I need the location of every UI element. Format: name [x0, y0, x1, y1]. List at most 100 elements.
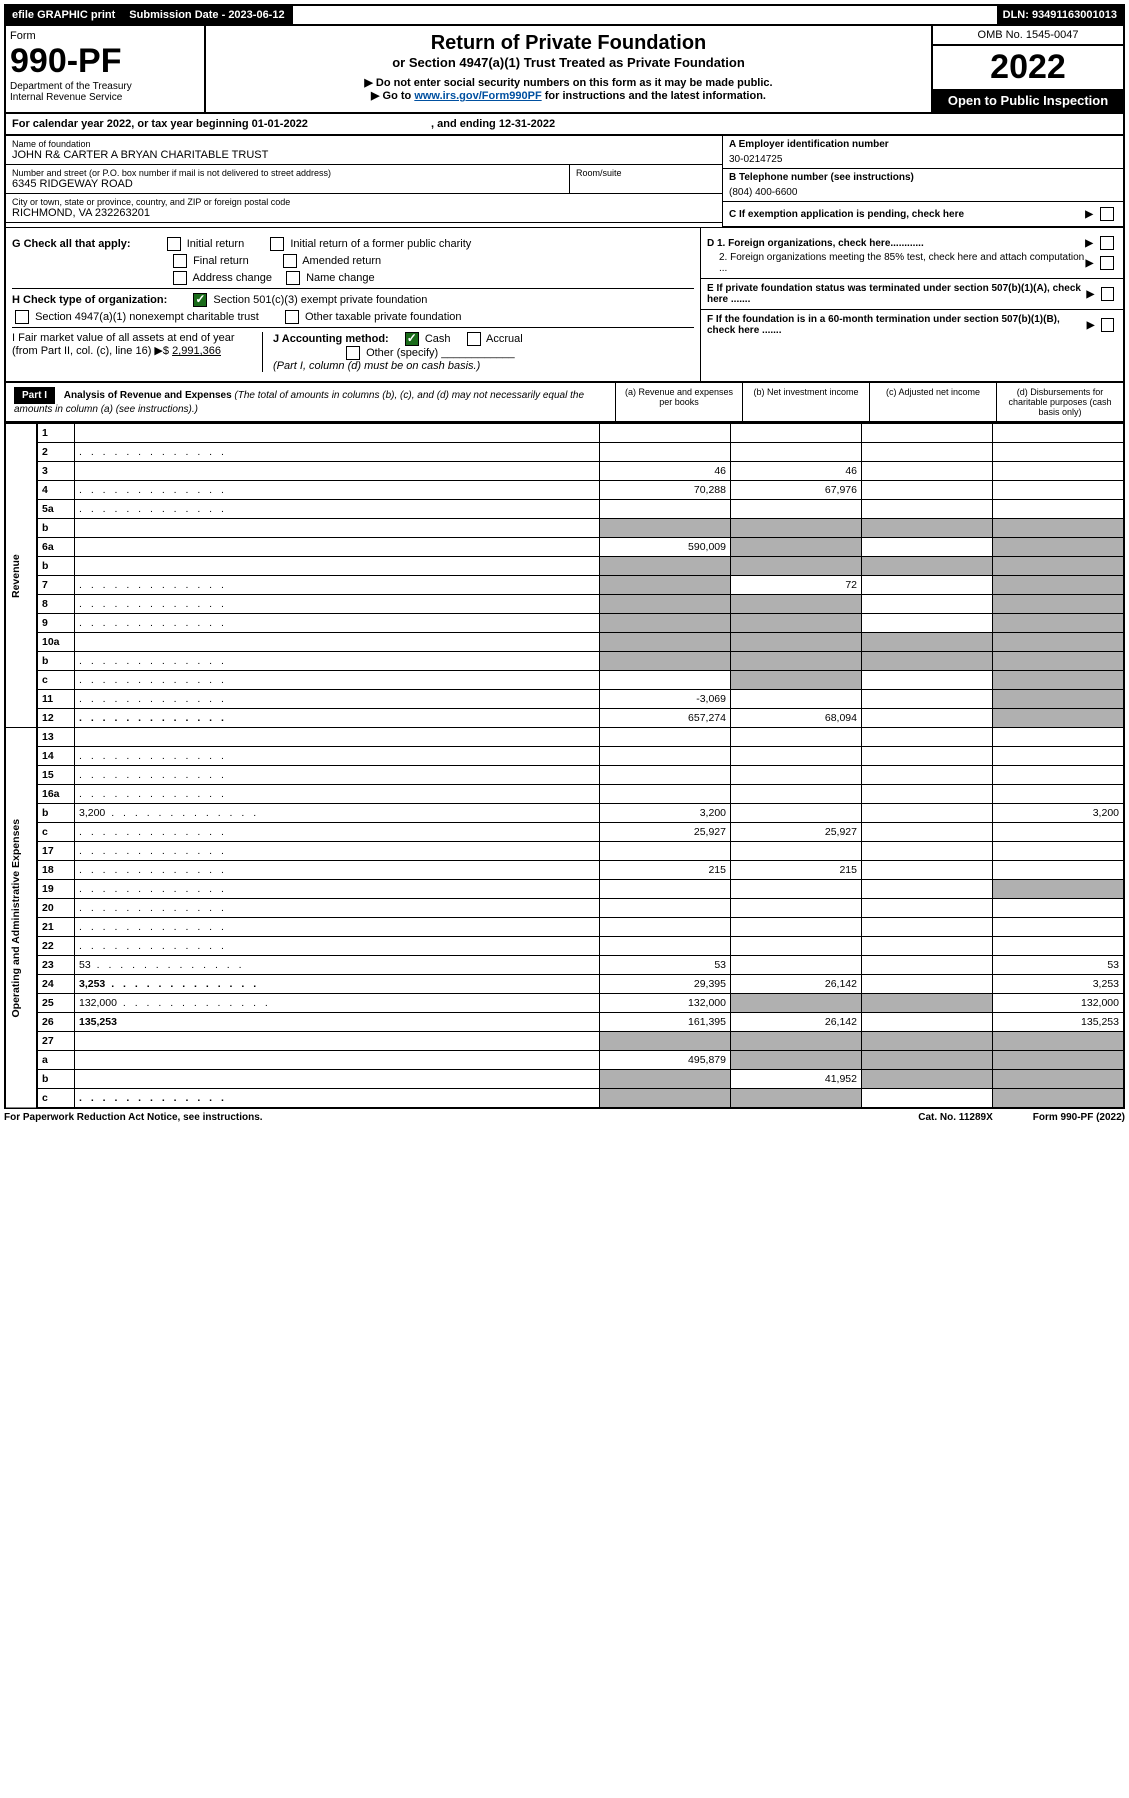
- g-address[interactable]: [173, 271, 187, 285]
- form-subtitle: or Section 4947(a)(1) Trust Treated as P…: [212, 55, 925, 70]
- amount-cell-d: [993, 1032, 1125, 1051]
- amount-cell-c: [862, 937, 993, 956]
- amount-cell-b: 67,976: [731, 481, 862, 500]
- amount-cell-a: [600, 747, 731, 766]
- amount-cell-b: [731, 1051, 862, 1070]
- amount-cell-a: [600, 1032, 731, 1051]
- j-other[interactable]: [346, 346, 360, 360]
- amount-cell-b: [731, 633, 862, 652]
- amount-cell-a: [600, 633, 731, 652]
- c-checkbox[interactable]: [1100, 207, 1114, 221]
- table-row: 2: [5, 443, 1124, 462]
- amount-cell-a: [600, 671, 731, 690]
- amount-cell-b: [731, 747, 862, 766]
- amount-cell-a: 25,927: [600, 823, 731, 842]
- amount-cell-b: [731, 918, 862, 937]
- dept-treasury: Department of the Treasury: [10, 81, 200, 92]
- g-opt-5: Name change: [306, 272, 375, 284]
- line-description: [75, 462, 600, 481]
- amount-cell-a: [600, 424, 731, 443]
- amount-cell-a: 495,879: [600, 1051, 731, 1070]
- line-description: 132,000: [75, 994, 600, 1013]
- amount-cell-d: [993, 1070, 1125, 1089]
- amount-cell-a: [600, 766, 731, 785]
- amount-cell-d: [993, 443, 1125, 462]
- instr2-pre: ▶ Go to: [371, 90, 414, 102]
- col-c-head: (c) Adjusted net income: [869, 383, 996, 421]
- h-501c3[interactable]: [193, 293, 207, 307]
- line-number: 21: [37, 918, 75, 937]
- g-initial[interactable]: [167, 237, 181, 251]
- amount-cell-b: 72: [731, 576, 862, 595]
- ein-value: 30-0214725: [729, 154, 1117, 165]
- h-opt-2: Section 4947(a)(1) nonexempt charitable …: [35, 311, 259, 323]
- d2-checkbox[interactable]: [1100, 256, 1114, 270]
- amount-cell-b: [731, 842, 862, 861]
- amount-cell-b: [731, 956, 862, 975]
- form-link[interactable]: www.irs.gov/Form990PF: [414, 90, 541, 102]
- j-cash[interactable]: [405, 332, 419, 346]
- entity-info: Name of foundation JOHN R& CARTER A BRYA…: [4, 136, 1125, 227]
- amount-cell-c: [862, 500, 993, 519]
- line-number: 25: [37, 994, 75, 1013]
- h-4947[interactable]: [15, 310, 29, 324]
- amount-cell-b: 68,094: [731, 709, 862, 728]
- amount-cell-c: [862, 1013, 993, 1032]
- line-description: [75, 538, 600, 557]
- line-description: [75, 595, 600, 614]
- irs-label: Internal Revenue Service: [10, 92, 200, 103]
- table-row: 17: [5, 842, 1124, 861]
- amount-cell-d: [993, 538, 1125, 557]
- amount-cell-a: [600, 728, 731, 747]
- amount-cell-c: [862, 576, 993, 595]
- h-other-taxable[interactable]: [285, 310, 299, 324]
- calendar-year-row: For calendar year 2022, or tax year begi…: [4, 114, 1125, 136]
- amount-cell-b: [731, 424, 862, 443]
- e-checkbox[interactable]: [1101, 287, 1114, 301]
- line-description: [75, 709, 600, 728]
- line-number: 10a: [37, 633, 75, 652]
- amount-cell-d: [993, 557, 1125, 576]
- amount-cell-a: 132,000: [600, 994, 731, 1013]
- amount-cell-c: [862, 918, 993, 937]
- amount-cell-b: [731, 1032, 862, 1051]
- line-description: [75, 443, 600, 462]
- line-description: [75, 633, 600, 652]
- omb-number: OMB No. 1545-0047: [933, 26, 1123, 46]
- amount-cell-c: [862, 766, 993, 785]
- amount-cell-d: [993, 576, 1125, 595]
- i-value: 2,991,366: [172, 345, 221, 357]
- line-number: a: [37, 1051, 75, 1070]
- line-description: [75, 1089, 600, 1109]
- d1-checkbox[interactable]: [1100, 236, 1114, 250]
- amount-cell-c: [862, 652, 993, 671]
- j-accrual[interactable]: [467, 332, 481, 346]
- line-description: [75, 861, 600, 880]
- g-name-change[interactable]: [286, 271, 300, 285]
- amount-cell-b: [731, 899, 862, 918]
- g-initial-former[interactable]: [270, 237, 284, 251]
- line-number: 6a: [37, 538, 75, 557]
- amount-cell-b: [731, 785, 862, 804]
- table-row: a 495,879: [5, 1051, 1124, 1070]
- amount-cell-b: [731, 880, 862, 899]
- table-row: 9: [5, 614, 1124, 633]
- amount-cell-d: [993, 728, 1125, 747]
- amount-cell-b: 25,927: [731, 823, 862, 842]
- amount-cell-c: [862, 1089, 993, 1109]
- g-amended[interactable]: [283, 254, 297, 268]
- amount-cell-d: [993, 690, 1125, 709]
- j-opt-cash: Cash: [425, 333, 451, 345]
- line-description: [75, 842, 600, 861]
- amount-cell-c: [862, 861, 993, 880]
- amount-cell-c: [862, 671, 993, 690]
- table-row: 20: [5, 899, 1124, 918]
- footer-mid: Cat. No. 11289X: [918, 1112, 992, 1123]
- line-number: 9: [37, 614, 75, 633]
- line-number: 3: [37, 462, 75, 481]
- f-checkbox[interactable]: [1101, 318, 1114, 332]
- amount-cell-d: [993, 1089, 1125, 1109]
- g-final[interactable]: [173, 254, 187, 268]
- line-description: [75, 671, 600, 690]
- amount-cell-a: [600, 899, 731, 918]
